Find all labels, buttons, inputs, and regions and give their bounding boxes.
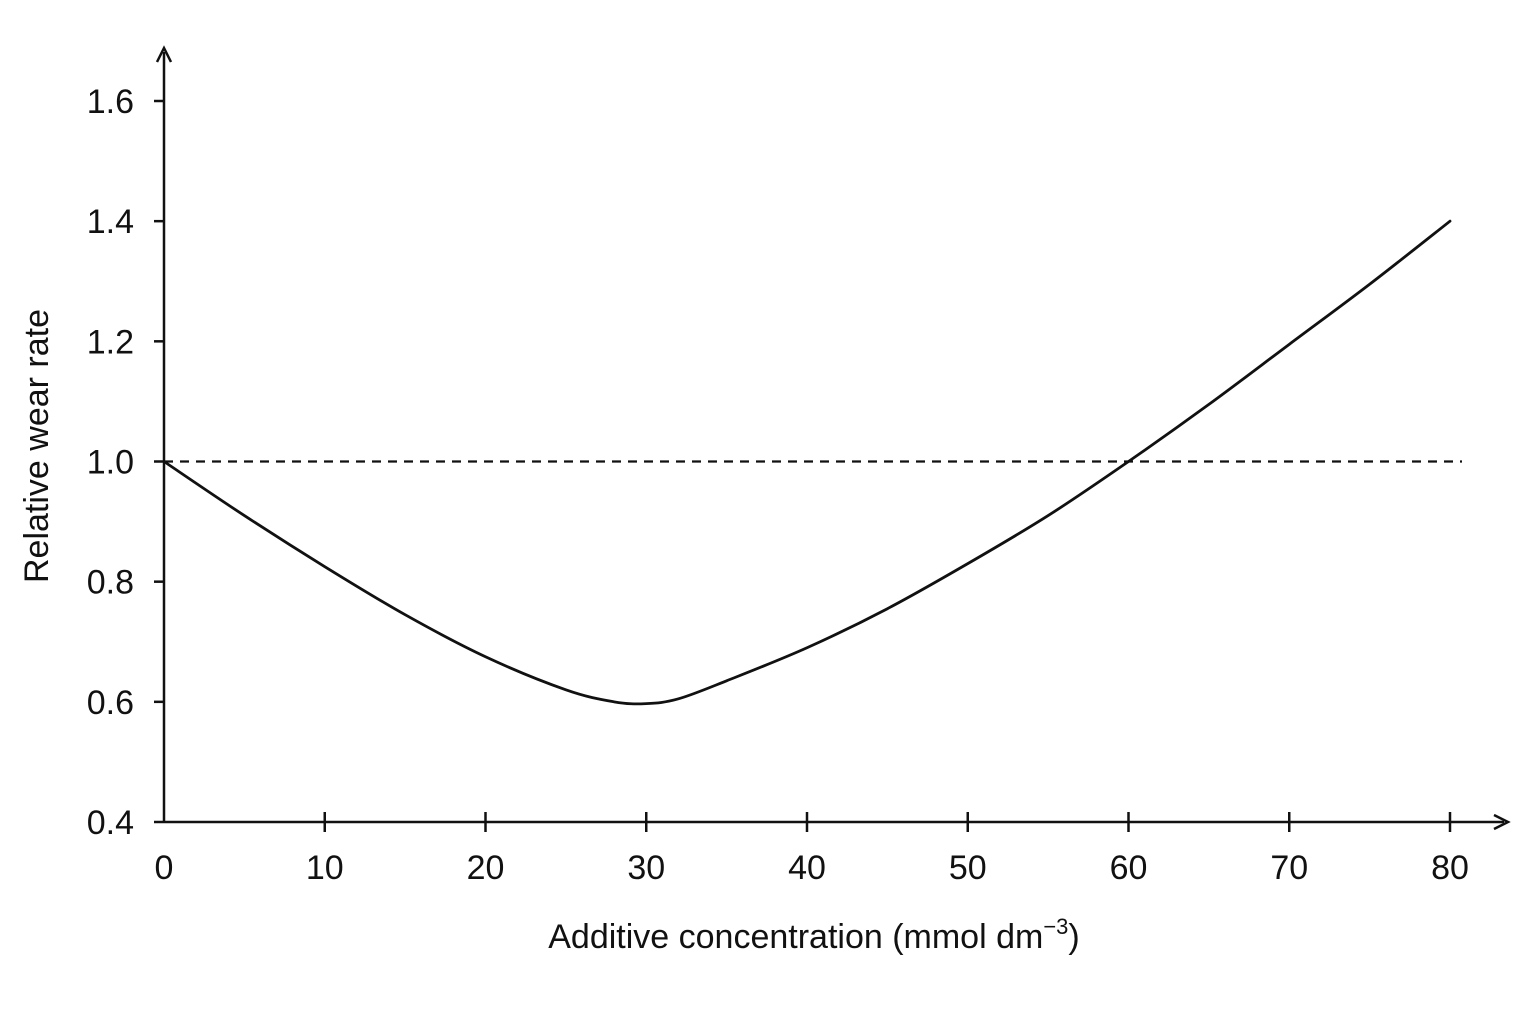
x-ticks: 0 10 20 30 40 50 60 70 80 <box>155 812 1469 887</box>
y-axis-arrow <box>155 45 173 63</box>
x-tick-label: 10 <box>306 849 344 887</box>
x-tick-label: 50 <box>949 849 987 887</box>
y-tick-label: 1.6 <box>87 83 134 121</box>
x-tick-label: 20 <box>467 849 505 887</box>
x-axis-title-text: Additive concentration (mmol dm <box>548 918 1043 956</box>
x-axis-arrow <box>1493 813 1511 831</box>
y-tick-label: 1.2 <box>87 323 134 361</box>
y-tick-label: 0.4 <box>87 804 134 842</box>
x-tick-label: 30 <box>627 849 665 887</box>
axes <box>155 45 1511 831</box>
x-tick-label: 60 <box>1110 849 1148 887</box>
y-axis-title: Relative wear rate <box>18 309 56 583</box>
series-line <box>162 219 1452 706</box>
y-tick-label: 1.0 <box>87 444 134 482</box>
plot-area <box>162 219 1462 706</box>
y-tick-label: 0.6 <box>87 684 134 722</box>
x-tick-label: 0 <box>155 849 174 887</box>
y-tick-label: 0.8 <box>87 564 134 602</box>
x-tick-label: 80 <box>1431 849 1469 887</box>
x-axis-title-suffix: ) <box>1068 918 1079 956</box>
x-tick-label: 70 <box>1270 849 1308 887</box>
x-tick-label: 40 <box>788 849 826 887</box>
x-axis-title-superscript: −3 <box>1043 914 1068 939</box>
y-ticks: 0.4 0.6 0.8 1.0 1.2 1.4 1.6 <box>87 83 164 842</box>
x-axis-title: Additive concentration (mmol dm−3) <box>548 914 1080 956</box>
y-tick-label: 1.4 <box>87 203 134 241</box>
